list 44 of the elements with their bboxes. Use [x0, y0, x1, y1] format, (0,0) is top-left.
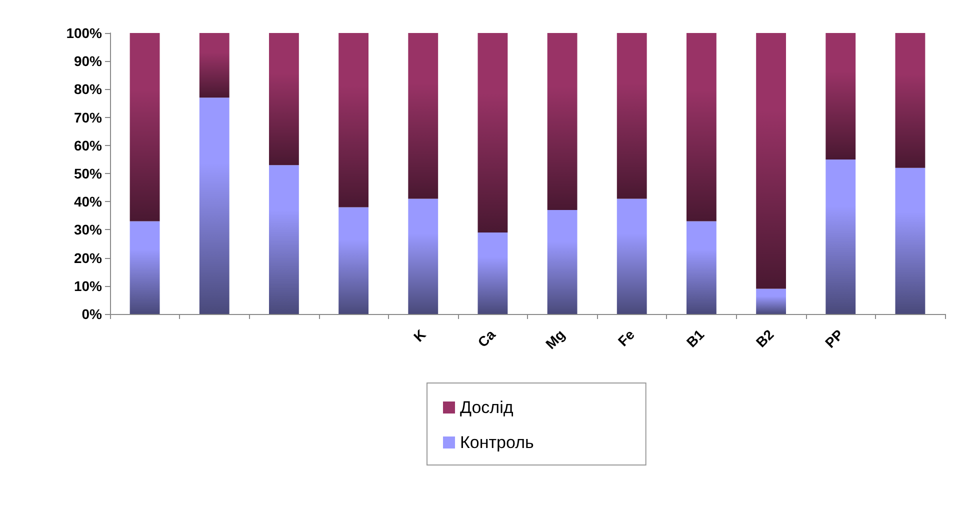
x-tick-label: B2	[752, 326, 777, 350]
bar	[895, 168, 926, 314]
x-tick-label: Fe	[614, 326, 638, 350]
bar	[269, 33, 299, 166]
y-tick-label: 80%	[74, 81, 103, 98]
x-tick-label: B1	[683, 326, 708, 350]
bar	[408, 33, 438, 199]
bar	[478, 33, 508, 233]
bar	[616, 198, 647, 314]
y-tick-label: 90%	[74, 53, 103, 70]
bar	[408, 198, 438, 314]
bar	[269, 165, 299, 314]
x-tick-label: Ca	[474, 326, 499, 350]
legend-label: Контроль	[460, 433, 534, 452]
x-tick-label: PP	[822, 326, 846, 351]
bar	[756, 33, 786, 289]
y-tick-label: 40%	[74, 194, 103, 210]
bar	[547, 33, 578, 210]
x-tick-label: K	[410, 326, 429, 345]
bar	[686, 33, 716, 222]
y-tick-label: 10%	[74, 278, 103, 294]
bar	[616, 33, 647, 199]
bar	[338, 33, 368, 208]
y-tick-label: 30%	[74, 222, 103, 238]
bar	[338, 207, 368, 314]
y-tick-label: 70%	[74, 109, 103, 126]
bar	[895, 33, 926, 168]
bar	[756, 288, 786, 314]
bar	[199, 33, 230, 98]
y-tick-label: 60%	[74, 137, 103, 154]
bar	[130, 221, 160, 314]
y-tick-label: 100%	[66, 25, 103, 41]
bar	[130, 33, 160, 222]
bar	[826, 159, 856, 314]
y-tick-label: 50%	[74, 166, 103, 182]
legend-label: Дослід	[460, 398, 514, 417]
y-tick-label: 0%	[82, 306, 103, 322]
y-tick-label: 20%	[74, 250, 103, 266]
bar	[547, 210, 578, 314]
bar	[478, 232, 508, 314]
bar	[826, 33, 856, 160]
x-tick-label: Mg	[542, 326, 568, 352]
bar	[199, 98, 230, 314]
bar	[686, 221, 716, 314]
